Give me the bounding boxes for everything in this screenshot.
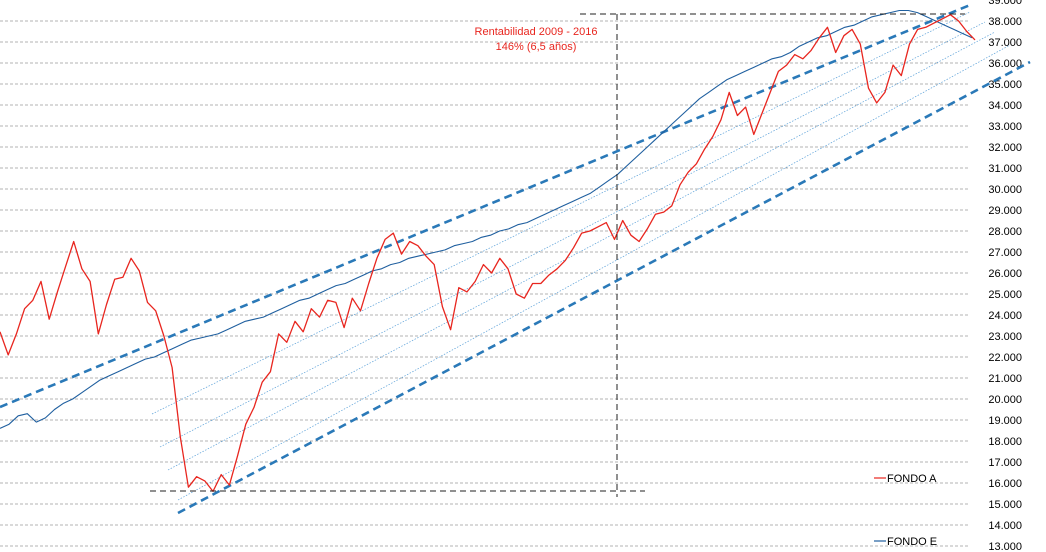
y-tick-label: 38.000 [988,16,1022,28]
series-line-fondo-a [0,14,976,493]
y-tick-label: 19.000 [988,415,1022,427]
annotation-subtitle: 146% (6,5 años) [496,41,577,53]
legend-label-fondo-a: FONDO A [887,473,937,485]
y-tick-label: 33.000 [988,121,1022,133]
y-tick-label: 16.000 [988,478,1022,490]
channel-bound [177,60,1031,515]
y-tick-label: 26.000 [988,268,1022,280]
channel-inner-line [177,44,1011,501]
reference-lines [150,13,965,497]
channel-inner-line [159,21,986,448]
channel-inner-line [167,31,996,471]
y-tick-label: 18.000 [988,436,1022,448]
y-tick-label: 24.000 [988,310,1022,322]
y-tick-label: 35.000 [988,79,1022,91]
channel-bound [0,3,971,409]
y-tick-label: 25.000 [988,289,1022,301]
y-tick-label: 31.000 [988,163,1022,175]
y-tick-label: 29.000 [988,205,1022,217]
y-tick-label: 15.000 [988,499,1022,511]
y-tick-label: 37.000 [988,37,1022,49]
y-tick-label: 14.000 [988,520,1022,532]
y-tick-label: 30.000 [988,184,1022,196]
trend-channel [0,3,1031,515]
y-tick-label: 23.000 [988,331,1022,343]
y-tick-label: 34.000 [988,100,1022,112]
y-axis: 13.000 14.000 15.000 16.000 17.000 18.000 19.0… [988,0,1022,552]
gridlines [0,20,970,547]
y-tick-label: 27.000 [988,247,1022,259]
y-tick-label: 22.000 [988,352,1022,364]
channel-inner-line [151,11,971,415]
annotation: Rentabilidad 2009 - 2016 146% (6,5 años) [475,26,598,53]
legend: FONDO A FONDO E [874,473,937,548]
y-tick-label: 17.000 [988,457,1022,469]
y-tick-label: 20.000 [988,394,1022,406]
annotation-title: Rentabilidad 2009 - 2016 [475,26,598,38]
y-tick-label: 36.000 [988,58,1022,70]
series-line-fondo-e [0,9,973,429]
y-tick-label: 28.000 [988,226,1022,238]
y-tick-label: 21.000 [988,373,1022,385]
y-tick-label: 13.000 [988,541,1022,552]
y-tick-label-partial: 39.000 [988,0,1022,7]
series-layer [0,9,976,493]
y-tick-label: 32.000 [988,142,1022,154]
legend-label-fondo-e: FONDO E [887,536,937,548]
